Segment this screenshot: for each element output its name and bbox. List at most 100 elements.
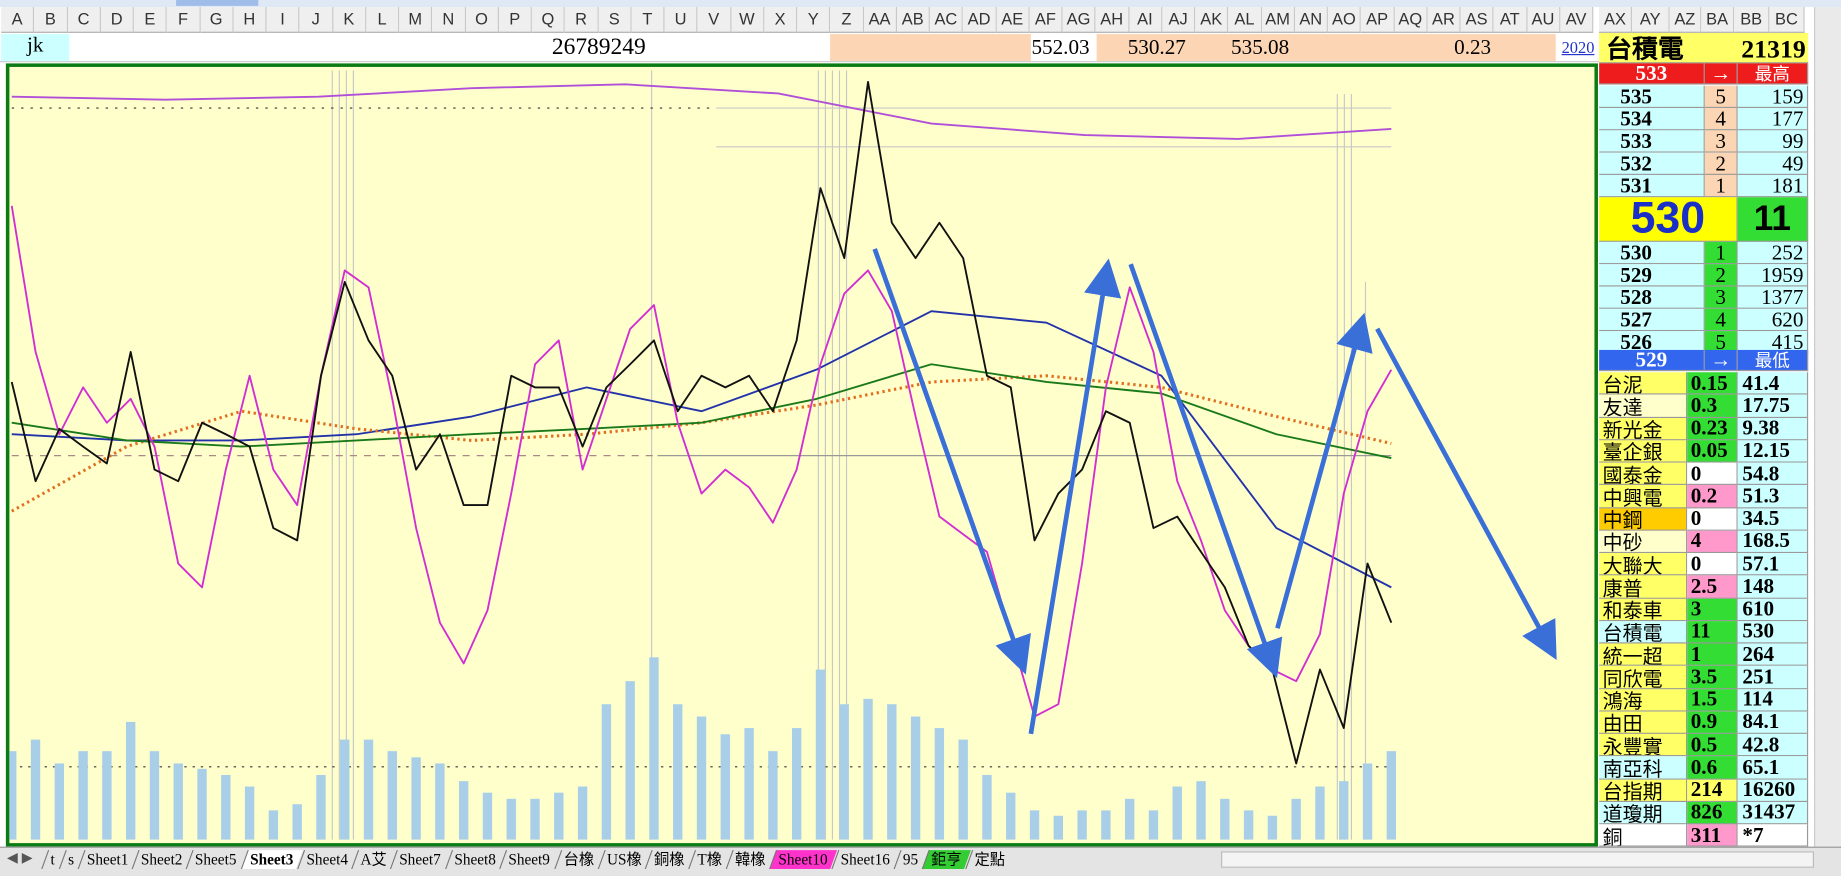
volume-bar [934, 728, 945, 840]
sheet-tab[interactable]: Sheet7 [390, 850, 451, 869]
book-qty: 181 [1737, 174, 1809, 198]
column-header: AQ [1394, 7, 1428, 33]
watch-price: 34.5 [1737, 507, 1809, 531]
tab-label: Sheet3 [249, 850, 294, 868]
column-header: AC [929, 7, 964, 33]
watch-name: 永豐實 [1599, 733, 1688, 757]
watch-price: 41.4 [1737, 372, 1809, 395]
volume-bar [9, 751, 17, 840]
volume-bar [173, 763, 183, 840]
book-level: 2 [1704, 264, 1738, 287]
watch-name: 國泰金 [1599, 462, 1688, 486]
column-header: S [598, 7, 632, 33]
sheet-tabs: t s Sheet1 Sheet2 Sheet5 Sheet3 Sheet4 A艾 Sheet7… [41, 849, 1015, 870]
watch-name: 友達 [1599, 394, 1688, 418]
book-price: 533 [1599, 130, 1705, 153]
last-price: 530 [1599, 197, 1738, 242]
band-label: 最低 [1737, 349, 1809, 372]
book-price: 526 [1599, 331, 1705, 354]
cell-price: 530.27 [1127, 36, 1186, 59]
sheet-tab[interactable]: Sheet1 [77, 850, 138, 869]
tab-label: Sheet2 [140, 850, 183, 868]
column-header: AO [1327, 7, 1362, 33]
sheet-tab[interactable]: Sheet8 [444, 850, 506, 869]
sheet-tab[interactable]: 台橡 [553, 850, 604, 869]
column-header: G [200, 7, 234, 33]
column-header: B [34, 7, 68, 33]
volume-bar [768, 751, 778, 840]
column-header: M [399, 7, 433, 33]
column-header: AJ [1162, 7, 1196, 33]
sheet-tab[interactable]: T橡 [688, 850, 732, 869]
volume-bar [1315, 786, 1325, 840]
column-header: AE [996, 7, 1030, 33]
volume-bar [292, 804, 302, 840]
column-header: K [332, 7, 367, 33]
column-header: X [764, 7, 798, 33]
tab-label: 韓橡 [735, 850, 766, 868]
column-header: H [233, 7, 267, 33]
column-header: L [366, 7, 400, 33]
sheet-tab[interactable]: 銅橡 [645, 850, 695, 869]
watch-change: 826 [1687, 801, 1738, 825]
column-header: AD [963, 7, 997, 33]
column-header: C [67, 7, 101, 33]
quote-name: 台積電 [1606, 36, 1684, 63]
column-header: Z [830, 7, 864, 33]
column-header: W [730, 7, 765, 33]
sheet-tab[interactable]: Sheet3 [240, 850, 303, 869]
tab-nav[interactable]: ◀ ▶ [7, 848, 33, 866]
sheet-tab[interactable]: 韓橡 [726, 850, 776, 869]
sheet-tab[interactable]: Sheet4 [296, 850, 357, 869]
watch-change: 3.5 [1687, 666, 1738, 689]
watch-price: 251 [1737, 666, 1809, 689]
volume-bar [149, 751, 160, 840]
book-level: 3 [1704, 286, 1738, 309]
column-header: AZ [1669, 7, 1702, 33]
band-arrow: → [1704, 349, 1738, 372]
volume-bar [744, 728, 754, 840]
sheet-tab[interactable]: Sheet9 [499, 850, 560, 869]
tab-label: s [67, 850, 74, 868]
volume-bar [1196, 781, 1206, 840]
watch-change: 1.5 [1687, 688, 1738, 712]
horizontal-scrollbar[interactable] [1221, 851, 1814, 868]
volume-bar [887, 704, 897, 840]
tab-label: T橡 [697, 850, 723, 868]
sheet-tab[interactable]: 定點 [965, 850, 1015, 869]
book-level: 4 [1704, 108, 1738, 131]
tab-label: Sheet5 [195, 850, 238, 868]
volume-bar [125, 721, 136, 840]
sheet-tab[interactable]: Sheet2 [131, 850, 192, 869]
sheet-tab[interactable]: Sheet10 [769, 850, 838, 869]
quote-header [1599, 32, 1809, 64]
column-header: AI [1128, 7, 1163, 33]
sheet-tab[interactable]: 鉅亨 [921, 850, 971, 869]
sheet-tab[interactable]: Sheet16 [831, 850, 900, 869]
watch-price: 9.38 [1737, 417, 1809, 441]
column-header: I [266, 7, 300, 33]
trend-arrows [872, 248, 1557, 735]
volume-bar [316, 774, 326, 840]
watch-name: 南亞科 [1599, 756, 1688, 780]
column-header: AS [1460, 7, 1494, 33]
book-qty: 620 [1737, 308, 1809, 332]
tab-label: 銅橡 [654, 850, 685, 868]
watch-change: 0 [1687, 553, 1738, 576]
tab-label: Sheet8 [454, 850, 496, 868]
chart-decoration [11, 70, 1392, 840]
tab-label: 鉅亨 [931, 850, 962, 868]
sheet-tab[interactable]: A艾 [351, 850, 397, 869]
column-header: AT [1493, 7, 1527, 33]
sheet-tab[interactable]: Sheet5 [186, 850, 247, 869]
series-line [11, 83, 1392, 140]
watch-change: 0 [1687, 507, 1738, 531]
book-level: 4 [1704, 308, 1738, 332]
watch-price: 530 [1737, 620, 1809, 644]
volume-bar [1243, 810, 1254, 840]
volume-bar [435, 763, 445, 840]
volume-bar [268, 810, 279, 840]
volume-bar [1362, 763, 1373, 840]
cell-price: 535.08 [1231, 36, 1290, 59]
sheet-tab[interactable]: US橡 [597, 850, 651, 869]
